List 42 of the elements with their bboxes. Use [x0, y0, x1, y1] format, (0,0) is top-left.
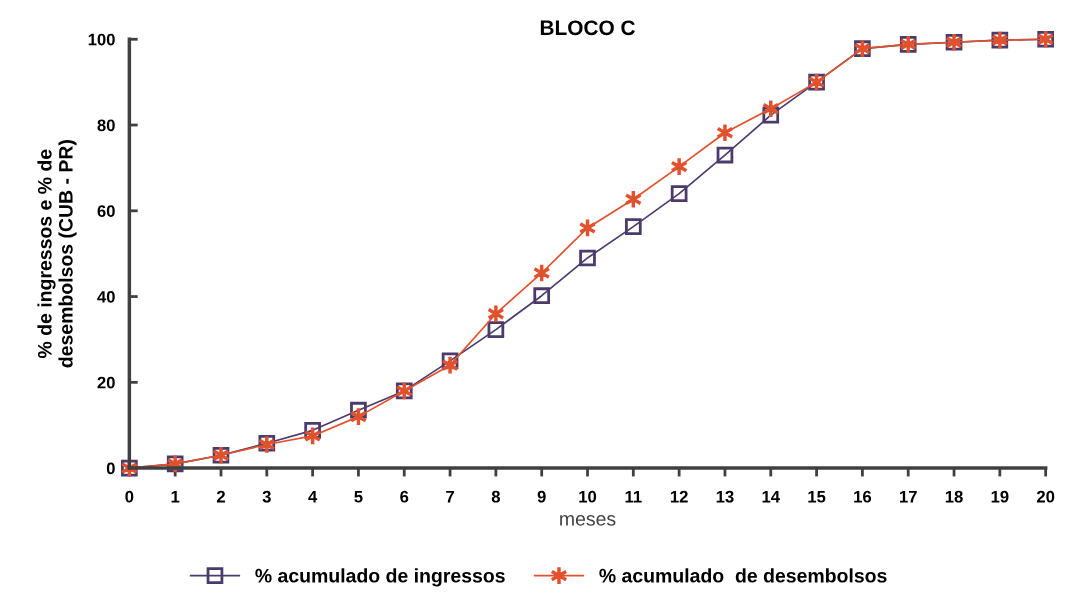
- point: [670, 185, 688, 202]
- x-tick-label: 9: [537, 490, 546, 503]
- x-tick-label: 12: [670, 490, 688, 503]
- point: [441, 352, 459, 370]
- y-tick-label: 80: [97, 119, 115, 132]
- point: [716, 146, 734, 164]
- y-tick-label: 40: [97, 290, 115, 303]
- x-tick-label: 6: [400, 490, 409, 503]
- point: [350, 401, 367, 419]
- x-tick-label: 2: [216, 490, 225, 503]
- point: [624, 218, 642, 235]
- x-tick-label: 4: [308, 490, 318, 503]
- x-tick-label: 5: [354, 490, 363, 503]
- legend-label: % acumulado de ingressos: [255, 568, 505, 587]
- x-axis-title: meses: [560, 515, 616, 526]
- point: [487, 321, 505, 338]
- point: [304, 422, 321, 439]
- x-tick-label: 0: [125, 490, 134, 503]
- x-tick-label: 15: [808, 490, 826, 503]
- legend-label: % acumulado de desembolsos: [599, 568, 887, 583]
- x-tick-label: 7: [446, 490, 454, 503]
- x-tick-label: 13: [716, 490, 734, 503]
- chart-title: BLOCO C: [540, 20, 635, 36]
- x-tick-label: 8: [491, 490, 500, 503]
- x-tick-label: 17: [900, 490, 917, 503]
- x-tick-label: 1: [171, 490, 180, 503]
- x-tick-label: 19: [991, 490, 1009, 503]
- y-tick-label: 20: [97, 376, 115, 389]
- y-tick-label: 100: [88, 33, 115, 46]
- point: [762, 106, 780, 124]
- y-axis-title: % de ingressos e % de desembolsos (CUB - PR): [37, 140, 77, 368]
- x-tick-label: 16: [854, 490, 872, 503]
- x-tick-label: 11: [625, 490, 642, 503]
- x-tick-label: 20: [1036, 490, 1055, 503]
- x-tick-label: 3: [262, 490, 271, 503]
- point: [533, 287, 551, 305]
- y-tick-label: 0: [106, 462, 115, 475]
- x-tick-label: 10: [579, 490, 597, 503]
- point: [579, 249, 596, 267]
- x-tick-label: 18: [945, 490, 963, 503]
- y-tick-label: 60: [97, 205, 115, 217]
- x-tick-label: 14: [762, 490, 780, 503]
